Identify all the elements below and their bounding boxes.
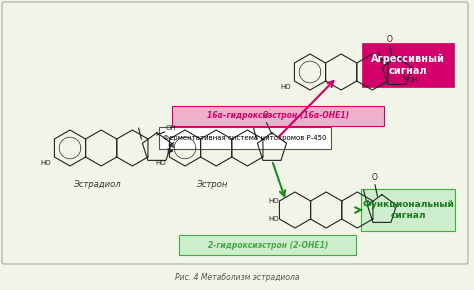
Text: Функциональный
сигнал: Функциональный сигнал (362, 200, 454, 220)
Text: OH: OH (408, 77, 418, 83)
Text: 16α–гидроксиэстрон (16α-ОНЕ1): 16α–гидроксиэстрон (16α-ОНЕ1) (207, 111, 349, 121)
Text: HO: HO (40, 160, 51, 166)
Text: O: O (371, 173, 377, 182)
Text: OH: OH (166, 125, 177, 131)
Text: Ферментативная система цитохромов Р-450: Ферментативная система цитохромов Р-450 (163, 135, 327, 141)
FancyBboxPatch shape (180, 235, 356, 255)
FancyBboxPatch shape (361, 189, 455, 231)
Text: HO: HO (268, 216, 279, 222)
Text: HO: HO (268, 198, 279, 204)
FancyBboxPatch shape (159, 127, 331, 149)
FancyBboxPatch shape (362, 43, 454, 87)
Text: HO: HO (281, 84, 291, 90)
FancyBboxPatch shape (2, 2, 468, 264)
Text: Рис. 4 Метаболизм эстрадиола: Рис. 4 Метаболизм эстрадиола (175, 273, 299, 282)
Text: Эстрон: Эстрон (196, 180, 228, 189)
Text: HO: HO (155, 160, 166, 166)
Text: O: O (386, 35, 392, 44)
Text: Агрессивный
сигнал: Агрессивный сигнал (371, 54, 445, 76)
Text: 2-гидроксиэстрон (2-ОНЕ1): 2-гидроксиэстрон (2-ОНЕ1) (208, 240, 328, 249)
Text: O: O (263, 111, 269, 120)
FancyBboxPatch shape (172, 106, 384, 126)
Text: Эстрадиол: Эстрадиол (73, 180, 121, 189)
